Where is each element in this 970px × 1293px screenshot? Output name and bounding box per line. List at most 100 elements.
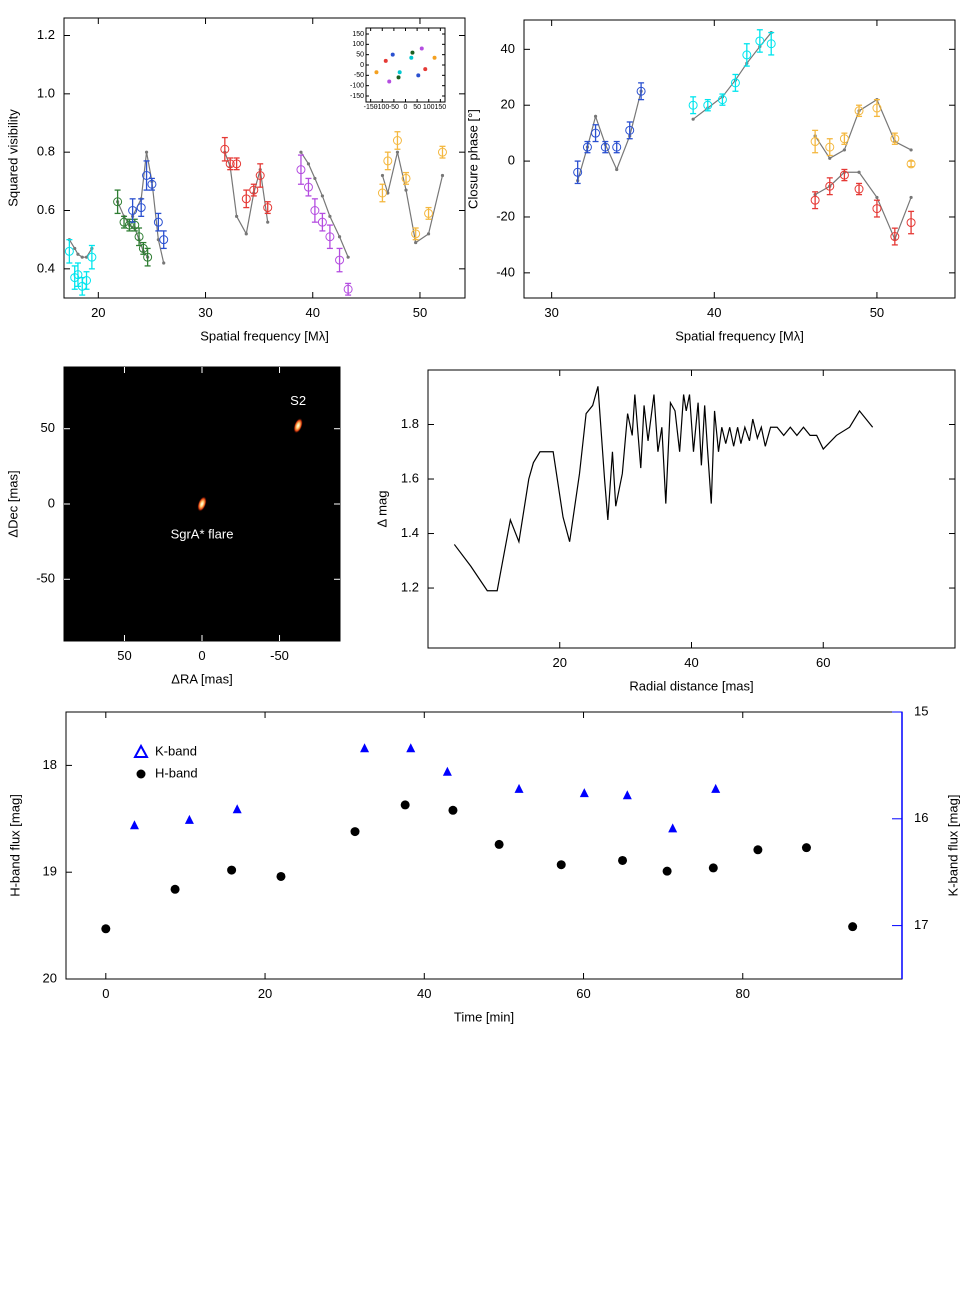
data-point [890,134,900,144]
model-point [386,191,390,195]
model-point [414,240,418,245]
data-point [119,217,129,227]
x-tick-label: 50 [413,104,421,111]
data-point [753,845,763,855]
data-point [400,800,410,810]
model-point [346,255,350,259]
data-point [556,860,566,870]
y-tick-label: 0 [508,153,515,168]
y-tick-label: 0 [360,62,364,69]
data-point [325,232,335,242]
x-tick-label: 150 [435,104,447,111]
data-point [343,284,353,294]
data-point [73,270,83,280]
data-point [622,790,632,800]
data-point [232,804,242,814]
y-tick-label: 50 [41,420,55,435]
x-axis-label: Spatial frequency [Mλ] [675,328,804,343]
data-point [742,50,752,60]
y-tick-label: -20 [496,208,515,223]
y-tick-label: 50 [356,52,364,59]
data-point [134,232,144,242]
data-point [810,195,820,205]
data-point [424,208,434,218]
data-point [159,235,169,245]
data-point [383,156,393,166]
y-axis-label: Squared visibility [5,109,20,207]
data-point [423,67,428,72]
data-point [906,159,916,169]
data-point [350,827,360,837]
data-point [396,75,401,80]
source [197,496,207,512]
data-point [582,142,592,152]
model-point [404,188,408,192]
model-point [156,238,160,242]
y-axis-label: Δ mag [374,491,389,528]
data-point [662,866,672,876]
y-tick-label: 1.6 [401,470,419,485]
y2-tick-label: 16 [914,810,928,825]
x-tick-label: 30 [544,305,558,320]
data-point [514,783,524,793]
source [293,418,303,434]
data-point [618,855,628,865]
data-point [708,863,718,873]
data-point [711,783,721,793]
y-tick-label: -100 [350,83,364,90]
data-point [360,743,370,753]
data-point [296,165,306,175]
data-point [579,788,589,798]
data-point [383,58,388,63]
y-tick-label: 0 [48,495,55,510]
data-point [397,70,402,75]
data-point [70,273,80,283]
data-point [600,142,610,152]
model-point [162,261,166,265]
model-line [577,91,642,181]
plot-frame [427,369,956,649]
x-tick-label: 30 [198,305,212,320]
x-tick-label: 100 [423,104,435,111]
model-point [691,117,695,121]
y2-axis-label: K-band flux [mag] [945,795,960,897]
x-tick-label: 20 [258,986,272,1001]
x-axis-label: ΔRA [mas] [171,671,232,686]
y-axis-label: Closure phase [°] [465,109,480,209]
data-point [184,814,194,824]
model-point [306,162,311,166]
x-tick-label: 0 [102,986,109,1001]
data-point [377,188,387,198]
x-tick-label: 40 [417,986,431,1001]
data-point [227,865,237,875]
y-tick-label: 1.4 [401,525,419,540]
data-point [906,218,916,228]
data-point [220,144,230,154]
data-point [147,179,157,189]
model-line [300,151,349,258]
y2-tick-label: 17 [914,917,928,932]
y-tick-label: 18 [43,757,57,772]
model-point [395,150,400,154]
data-point [87,252,97,262]
model-point [593,114,598,118]
legend-label: K-band [155,743,197,758]
data-point [406,743,416,753]
data-point [854,184,864,194]
data-point [153,217,163,227]
y-tick-label: 1.0 [37,85,55,100]
data-point [448,805,458,815]
model-point [909,195,913,200]
data-point [839,134,849,144]
model-point [320,194,324,198]
data-point [612,142,622,152]
y-tick-label: 0.8 [37,144,55,159]
data-point [890,232,900,242]
data-point [755,36,765,46]
x-tick-label: 60 [816,655,830,670]
data-point [668,823,678,833]
x-tick-label: 40 [707,305,721,320]
data-point [113,197,123,207]
model-point [440,173,445,178]
